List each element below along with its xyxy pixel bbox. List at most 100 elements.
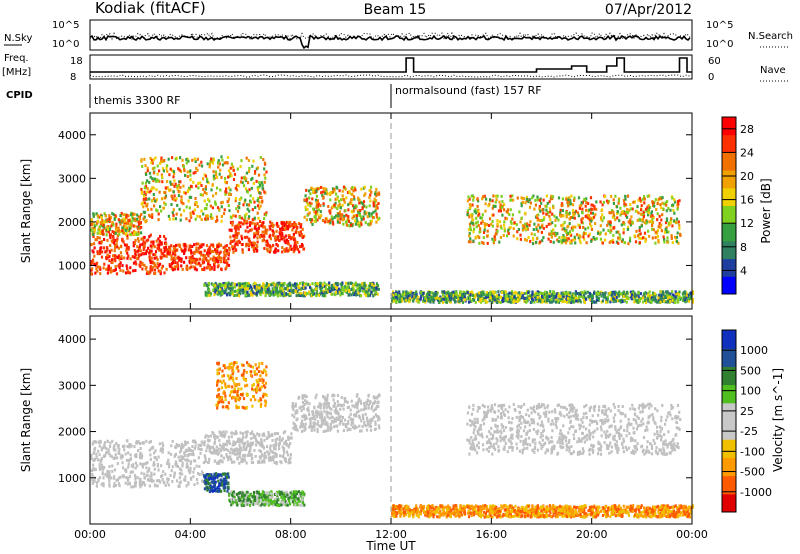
freq-tick-bottom: 8 xyxy=(70,72,76,83)
power-cell xyxy=(471,214,474,218)
velocity-cell xyxy=(108,473,111,477)
power-cell xyxy=(666,293,669,297)
power-cell xyxy=(152,171,155,175)
power-cell xyxy=(152,193,155,196)
power-cell xyxy=(667,230,670,234)
power-cell xyxy=(365,205,368,209)
power-cell xyxy=(305,188,308,192)
power-cell xyxy=(621,300,624,303)
power-cell xyxy=(227,197,230,201)
power-cell xyxy=(93,226,96,230)
power-cell xyxy=(677,220,680,224)
power-cell xyxy=(520,204,523,208)
power-cell xyxy=(177,194,181,198)
power-cell xyxy=(665,300,668,304)
velocity-cell xyxy=(149,440,152,443)
power-cell xyxy=(311,197,314,201)
power-cell xyxy=(615,296,618,299)
velocity-cell xyxy=(114,484,117,487)
power-cell xyxy=(546,201,549,205)
power-cell xyxy=(533,300,536,304)
power-cell xyxy=(613,292,616,296)
power-cell xyxy=(141,262,144,266)
power-cell xyxy=(159,205,162,209)
power-cell xyxy=(354,222,357,226)
power-cell xyxy=(612,300,615,304)
power-cell xyxy=(100,246,103,250)
power-cell xyxy=(191,245,194,248)
power-cell xyxy=(102,266,105,270)
velocity-cell xyxy=(185,448,188,452)
power-cell xyxy=(350,281,353,285)
power-cell xyxy=(554,300,558,304)
power-cell xyxy=(182,209,186,213)
power-cell xyxy=(237,231,240,235)
power-cell xyxy=(512,300,515,304)
nsearch-line xyxy=(89,31,691,41)
power-cell xyxy=(306,283,309,287)
power-cell xyxy=(372,210,375,214)
velocity-cell xyxy=(167,465,171,469)
power-cell xyxy=(156,172,159,176)
velocity-cell xyxy=(123,444,126,448)
power-cell xyxy=(119,222,122,226)
power-cell xyxy=(399,300,402,304)
velocity-cell xyxy=(95,452,98,456)
power-cell xyxy=(131,255,134,259)
power-cell xyxy=(292,232,295,236)
power-cell xyxy=(249,242,252,246)
power-cell xyxy=(226,161,229,165)
power-cell xyxy=(202,243,205,247)
power-cell xyxy=(276,244,279,248)
power-cell xyxy=(604,238,607,242)
power-cell xyxy=(500,291,504,294)
velocity-cell xyxy=(141,480,144,484)
power-cell xyxy=(172,208,175,212)
power-cell xyxy=(152,240,155,244)
power-cell xyxy=(542,198,545,202)
power-cell xyxy=(483,292,486,296)
power-cell xyxy=(518,295,521,299)
power-cell xyxy=(535,237,539,241)
power-cell xyxy=(300,223,303,227)
power-cell xyxy=(238,223,241,227)
power-cell xyxy=(492,194,495,198)
power-cell xyxy=(570,295,573,299)
power-cell xyxy=(248,166,251,170)
power-colorbar-swatch xyxy=(722,134,736,153)
power-cell xyxy=(108,254,111,258)
power-cell xyxy=(157,264,160,268)
power-cell xyxy=(257,232,260,236)
power-cell xyxy=(634,293,638,297)
power-cell xyxy=(332,222,335,226)
power-cell xyxy=(136,249,139,253)
power-cell xyxy=(212,177,215,181)
power-cell xyxy=(316,204,320,208)
power-cell xyxy=(225,244,228,248)
power-cell xyxy=(589,298,592,302)
power-cell xyxy=(164,196,167,200)
power-cell xyxy=(599,231,602,235)
power-cell xyxy=(484,299,487,302)
velocity-cell xyxy=(147,468,150,472)
power-cell xyxy=(210,157,213,161)
power-cell xyxy=(105,256,108,260)
power-cell xyxy=(219,168,222,172)
power-cell xyxy=(587,234,590,238)
power-cell xyxy=(568,232,572,236)
power-cell xyxy=(527,291,530,295)
power-cell xyxy=(138,263,141,267)
power-cell xyxy=(245,212,248,216)
power-cell xyxy=(331,205,335,209)
power-cell xyxy=(324,187,327,191)
nsky-tick-top: 10^5 xyxy=(52,20,79,31)
power-cell xyxy=(678,290,681,294)
power-cell xyxy=(158,241,161,245)
power-cell xyxy=(353,206,356,210)
power-cell xyxy=(659,300,662,304)
power-cell xyxy=(510,290,514,294)
power-cell xyxy=(501,300,504,304)
power-cell xyxy=(117,246,120,250)
power-cell xyxy=(362,285,365,289)
power-cell xyxy=(278,290,281,294)
